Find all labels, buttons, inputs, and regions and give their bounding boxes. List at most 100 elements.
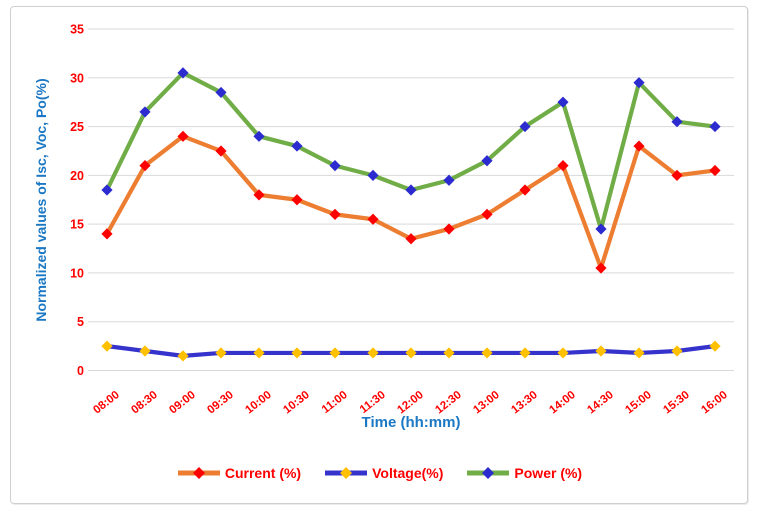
- x-tick-label: 09:30: [205, 389, 236, 417]
- data-point-marker-voltage: [557, 347, 569, 359]
- y-tick-label: 15: [70, 218, 84, 232]
- data-point-marker-current: [557, 160, 569, 172]
- data-point-marker-current: [253, 189, 265, 201]
- data-point-marker-power: [671, 116, 683, 128]
- data-point-marker-voltage: [215, 347, 227, 359]
- y-tick-label: 5: [77, 315, 84, 329]
- data-point-marker-power: [519, 120, 531, 133]
- data-point-marker-power: [633, 77, 645, 89]
- data-point-marker-voltage: [329, 347, 341, 359]
- y-tick-label: 10: [70, 266, 84, 280]
- x-tick-label: 13:30: [509, 389, 540, 417]
- data-point-marker-voltage: [595, 345, 607, 357]
- series-line-current: [104, 134, 718, 271]
- data-point-marker-current: [177, 130, 189, 142]
- series-layer: [101, 67, 721, 362]
- y-tick-label: 30: [70, 71, 84, 85]
- data-point-marker-voltage: [291, 347, 303, 359]
- x-tick-label: 10:00: [243, 389, 274, 417]
- x-tick-label: 15:00: [623, 389, 654, 417]
- series-current: [101, 130, 721, 274]
- data-point-marker-current: [329, 208, 341, 220]
- legend-label-voltage: Voltage(%): [372, 465, 444, 481]
- y-tick-label: 35: [70, 23, 84, 37]
- data-point-marker-power: [101, 184, 113, 196]
- data-point-marker-current: [443, 223, 455, 235]
- x-tick-label: 09:00: [167, 389, 198, 417]
- data-point-marker-voltage: [101, 340, 113, 352]
- data-point-marker-power: [291, 140, 303, 152]
- series-line-power: [104, 70, 718, 232]
- legend-marker-current: [192, 467, 205, 479]
- x-axis-title: Time (hh:mm): [362, 414, 461, 431]
- data-point-marker-current: [595, 262, 607, 274]
- x-tick-label: 11:30: [358, 389, 388, 416]
- series-power: [101, 67, 721, 235]
- x-axis-tick-labels: 08:00 08:30 09:00 09:30 10:00 10:30 11:00 11:30…: [91, 389, 730, 417]
- data-point-marker-current: [139, 160, 151, 172]
- x-tick-label: 08:30: [129, 389, 160, 417]
- data-point-marker-power: [595, 223, 607, 235]
- line-chart: 0 5 10 15 20 25 30 35 08:00 08:30 09:00 09:30 10:00…: [33, 23, 734, 431]
- data-point-marker-power: [329, 160, 341, 172]
- y-axis-title: Normalized values of Isc, Voc, Po(%): [33, 78, 49, 321]
- data-point-marker-power: [443, 174, 455, 186]
- y-tick-label: 0: [77, 364, 84, 378]
- data-point-marker-power: [405, 184, 417, 196]
- data-point-marker-voltage: [405, 347, 417, 359]
- x-tick-label: 16:00: [699, 389, 730, 417]
- data-point-marker-current: [671, 169, 683, 181]
- legend-item-current: Current (%): [176, 465, 301, 481]
- data-point-marker-current: [405, 233, 417, 245]
- y-axis-tick-labels: 0 5 10 15 20 25 30 35: [70, 23, 84, 379]
- data-point-marker-current: [291, 194, 303, 206]
- x-tick-label: 10:30: [281, 389, 312, 417]
- data-point-marker-voltage: [253, 347, 265, 359]
- series-voltage: [101, 340, 721, 362]
- data-point-marker-power: [177, 67, 189, 79]
- legend-swatch-current: [177, 467, 220, 479]
- data-point-marker-power: [481, 155, 493, 167]
- chart-legend: Current (%) Voltage(%) Power (%): [0, 458, 758, 488]
- data-point-marker-current: [519, 184, 531, 196]
- legend-label-current: Current (%): [224, 465, 302, 481]
- data-point-marker-voltage: [367, 347, 379, 359]
- legend-swatch-power: [467, 467, 510, 479]
- x-tick-label: 13:00: [471, 389, 502, 417]
- data-point-marker-current: [709, 164, 721, 177]
- chart-frame: [10, 6, 748, 504]
- data-point-marker-voltage: [139, 345, 151, 357]
- x-tick-label: 08:00: [91, 389, 122, 417]
- legend-item-power: Power (%): [465, 465, 582, 481]
- legend-label-power: Power (%): [514, 465, 583, 481]
- data-point-marker-voltage: [633, 347, 645, 359]
- data-point-marker-current: [367, 213, 379, 225]
- data-point-marker-power: [367, 169, 379, 181]
- data-point-marker-power: [709, 120, 721, 133]
- data-point-marker-current: [215, 145, 227, 157]
- x-tick-label: 12:30: [433, 389, 464, 417]
- data-point-marker-voltage: [177, 350, 189, 362]
- data-point-marker-current: [633, 140, 645, 152]
- data-point-marker-voltage: [443, 347, 455, 359]
- data-point-marker-current: [481, 208, 493, 220]
- x-tick-label: 11:00: [320, 389, 350, 416]
- legend-marker-voltage: [340, 467, 353, 479]
- legend-item-voltage: Voltage(%): [323, 465, 443, 481]
- x-tick-label: 12:00: [395, 389, 426, 417]
- data-point-marker-current: [101, 228, 113, 240]
- y-tick-label: 25: [70, 120, 84, 134]
- y-tick-label: 20: [70, 169, 84, 183]
- data-point-marker-power: [139, 106, 151, 118]
- x-tick-label: 14:00: [547, 389, 578, 417]
- data-point-marker-voltage: [519, 347, 531, 359]
- data-point-marker-voltage: [481, 347, 493, 359]
- data-point-marker-voltage: [671, 345, 683, 357]
- legend-swatch-voltage: [325, 467, 368, 479]
- data-point-marker-power: [215, 86, 227, 99]
- legend-marker-power: [482, 467, 495, 479]
- x-tick-label: 14:30: [585, 389, 616, 417]
- data-point-marker-power: [253, 130, 265, 142]
- x-tick-label: 15:30: [661, 389, 692, 417]
- data-point-marker-power: [557, 96, 569, 108]
